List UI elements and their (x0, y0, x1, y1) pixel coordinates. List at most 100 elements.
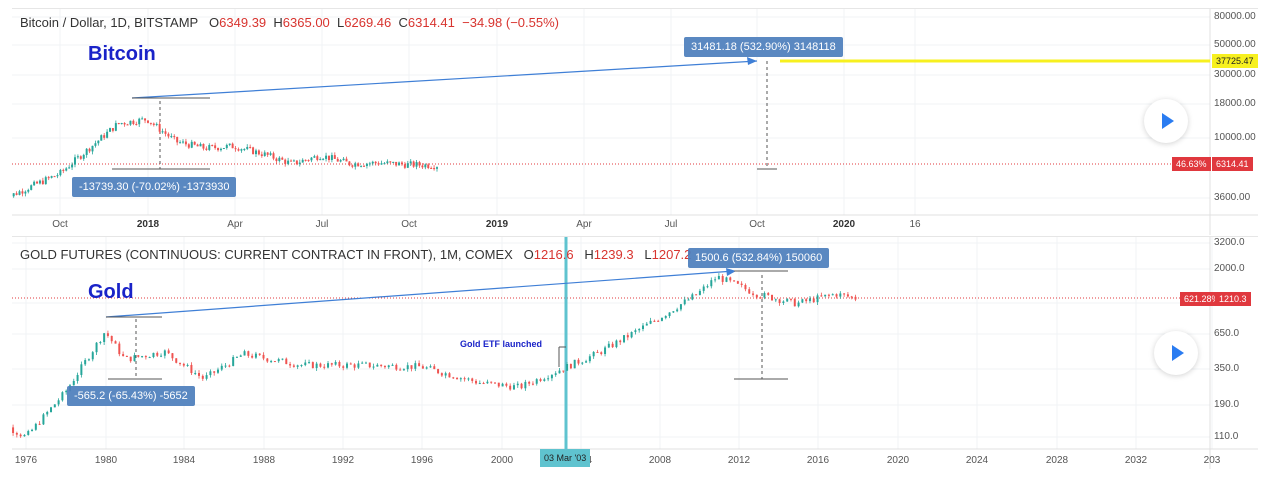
gold-y-tick: 350.0 (1214, 363, 1240, 374)
gold-candle-body (292, 365, 295, 367)
gold-candle-body (585, 361, 588, 363)
gold-x-tick: 2028 (1045, 455, 1069, 466)
gold-candle-body (516, 383, 519, 386)
gold-candle-body (524, 381, 527, 389)
bitcoin-measure-drawdown[interactable]: -13739.30 (-70.02%) -1373930 (72, 177, 237, 197)
gold-candle-body (854, 296, 857, 300)
bitcoin-candle-body (380, 163, 383, 165)
bitcoin-candle-body (100, 135, 103, 141)
gold-candle-body (387, 365, 390, 368)
bitcoin-candle-body (392, 161, 395, 163)
gold-candle-body (160, 355, 163, 357)
bitcoin-candle-body (252, 147, 255, 155)
bitcoin-candle-body (214, 145, 217, 149)
gold-measure-drawdown[interactable]: -565.2 (-65.43%) -5652 (67, 386, 195, 406)
gold-candle-body (167, 350, 170, 354)
gold-candle-body (194, 373, 197, 375)
bitcoin-candle-body (415, 162, 418, 167)
bitcoin-candle-body (62, 169, 65, 171)
gold-candle-body (209, 371, 212, 376)
bitcoin-x-tick: Apr (576, 219, 592, 230)
gold-candle-body (816, 295, 819, 303)
gold-candle-body (163, 350, 166, 356)
gold-x-tick: 2016 (806, 455, 830, 466)
gold-candle-body (835, 294, 838, 297)
gold-candle-body (626, 335, 629, 338)
gold-x-tick: 2032 (1124, 455, 1148, 466)
gold-candle-body (736, 281, 739, 284)
bitcoin-candle-body (27, 189, 30, 192)
bitcoin-candle-body (38, 180, 41, 184)
bitcoin-measure-gain[interactable]: 31481.18 (532.90%) 3148118 (684, 37, 843, 57)
bitcoin-candle-body (228, 143, 231, 145)
gold-candle-body (133, 355, 136, 362)
bitcoin-candle-body (155, 123, 158, 125)
gold-candle-body (649, 320, 652, 324)
gold-candle-body (600, 352, 603, 355)
bitcoin-candle-body (15, 193, 18, 195)
gold-candle-body (152, 352, 155, 358)
gold-candle-body (308, 362, 311, 364)
gold-price-plot[interactable] (12, 237, 1258, 469)
bitcoin-candle-body (56, 175, 59, 177)
bitcoin-candle-body (18, 191, 21, 195)
gold-y-tick: 110.0 (1214, 431, 1239, 442)
bitcoin-candle-body (433, 168, 436, 170)
gold-candle-body (577, 359, 580, 364)
gold-candle-body (414, 363, 417, 369)
gold-etf-annotation[interactable]: Gold ETF launched (460, 339, 543, 349)
gold-candle-body (277, 359, 280, 362)
gold-x-tick: 2000 (490, 455, 514, 466)
bitcoin-y-tick: 50000.00 (1214, 39, 1256, 50)
gold-candle-body (338, 361, 341, 367)
gold-candle-body (702, 286, 705, 291)
gold-play-button[interactable] (1154, 331, 1198, 375)
gold-candle-body (395, 364, 398, 370)
gold-candle-body (46, 412, 49, 415)
gold-chart-panel[interactable]: GOLD FUTURES (CONTINUOUS: CURRENT CONTRA… (12, 236, 1258, 469)
low-value: 6269.46 (344, 15, 392, 30)
gold-measure-gain[interactable]: 1500.6 (532.84%) 150060 (688, 248, 830, 268)
gold-candle-body (774, 299, 777, 301)
bitcoin-price-plot[interactable] (12, 9, 1258, 235)
gold-candle-body (311, 362, 314, 369)
bitcoin-x-tick: Jul (664, 219, 678, 230)
gold-candle-body (687, 299, 690, 301)
bitcoin-candle-body (211, 145, 214, 147)
bitcoin-candle-body (292, 160, 295, 162)
gold-candle-body (695, 294, 698, 296)
bitcoin-candle-body (313, 156, 316, 158)
bitcoin-candle-body (383, 163, 386, 165)
gold-candle-body (289, 364, 292, 366)
bitcoin-candle-body (406, 163, 409, 168)
gold-candle-body (824, 294, 827, 297)
bitcoin-candle-body (290, 160, 293, 162)
bitcoin-candle-body (111, 128, 114, 131)
gold-candle-body (84, 360, 87, 365)
gold-candle-body (114, 341, 117, 344)
gold-candle-body (767, 293, 770, 295)
gold-candle-body (235, 356, 238, 358)
gold-candle-body (53, 404, 56, 408)
bitcoin-candle-body (339, 160, 342, 162)
gold-candle-body (270, 361, 273, 363)
bitcoin-candle-body (94, 143, 97, 146)
bitcoin-candle-body (424, 164, 427, 168)
bitcoin-play-button[interactable] (1144, 99, 1188, 143)
bitcoin-chart-panel[interactable]: Bitcoin / Dollar, 1D, BITSTAMP O6349.39 … (12, 8, 1258, 235)
bitcoin-candle-body (76, 156, 79, 158)
bitcoin-candle-body (205, 148, 208, 150)
gold-y-tick: 2000.0 (1214, 263, 1245, 274)
bitcoin-x-tick: Oct (52, 219, 68, 230)
gold-candle-body (251, 355, 254, 358)
gold-candle-body (467, 378, 470, 380)
gold-candle-body (232, 357, 235, 366)
gold-candle-body (717, 276, 720, 280)
bitcoin-candle-body (68, 167, 71, 169)
bitcoin-candle-body (30, 185, 33, 190)
gold-candle-body (122, 354, 125, 356)
bitcoin-candle-body (114, 123, 117, 131)
gold-candle-body (61, 392, 64, 401)
gold-x-tick: 2024 (965, 455, 989, 466)
gold-candle-body (31, 429, 34, 432)
